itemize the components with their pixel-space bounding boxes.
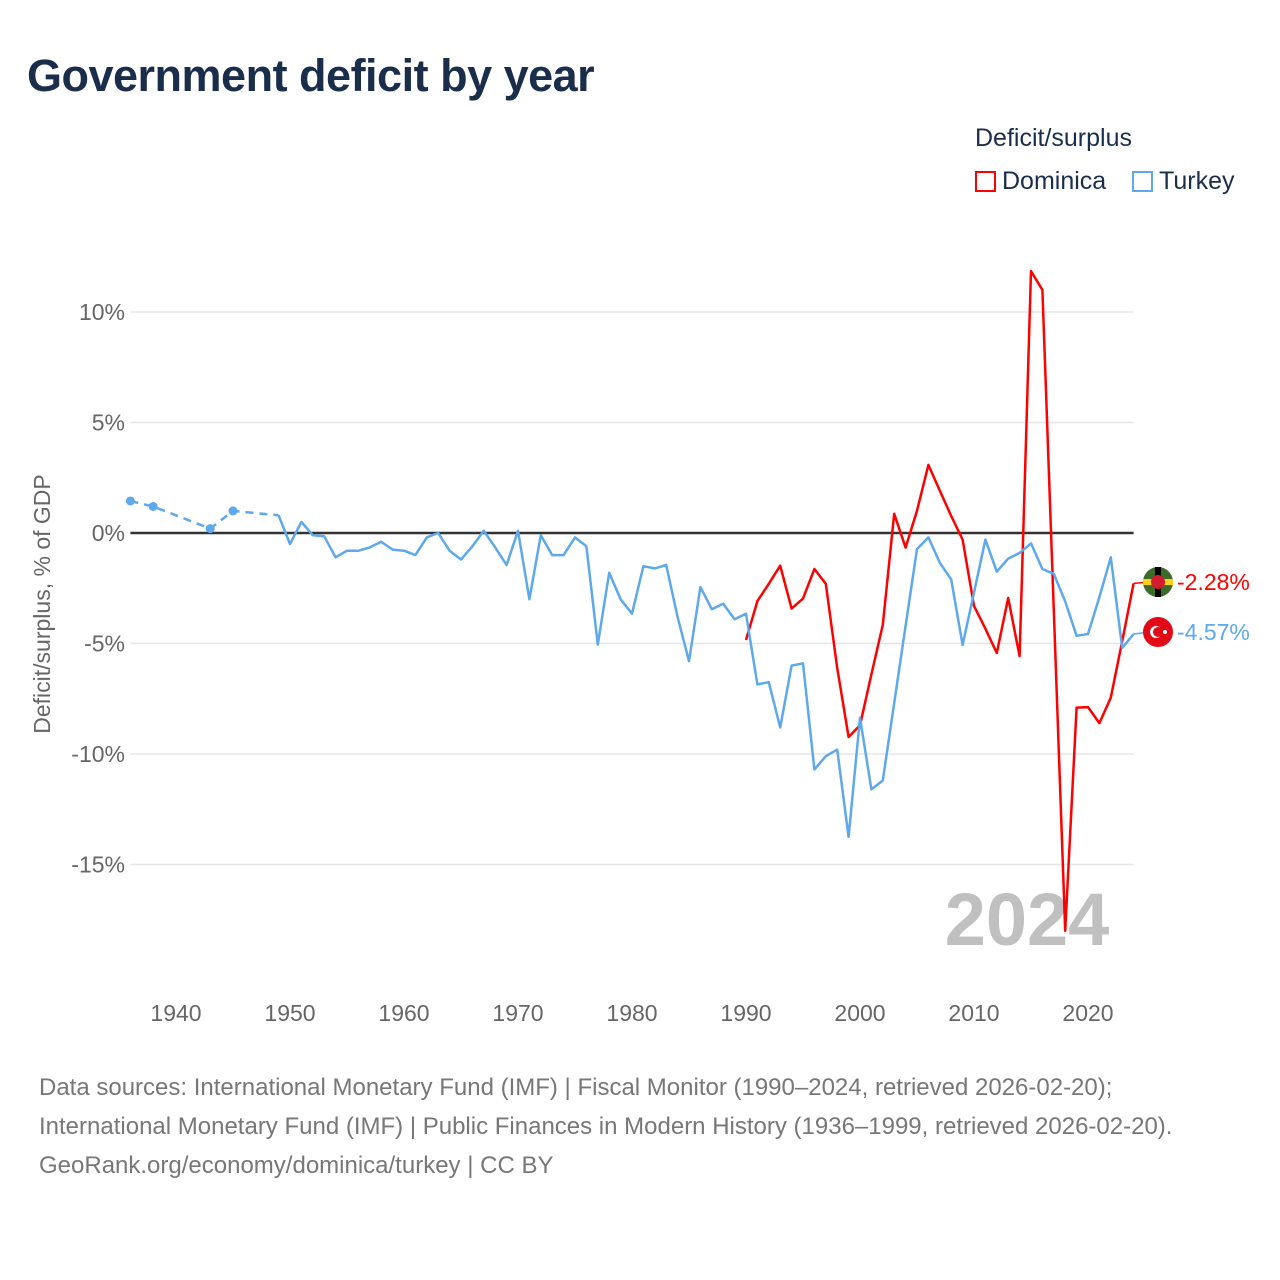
flag-disc bbox=[1151, 575, 1165, 589]
x-tick-label: 1980 bbox=[606, 1000, 657, 1026]
y-tick-label: -5% bbox=[84, 631, 125, 657]
flag-star bbox=[1163, 630, 1167, 634]
legend-label: Turkey bbox=[1159, 167, 1235, 195]
legend-label: Dominica bbox=[1002, 167, 1107, 195]
legend-swatch bbox=[975, 171, 996, 192]
data-point-turkey bbox=[148, 501, 158, 511]
series-line-turkey bbox=[277, 514, 1135, 839]
end-value-label-turkey: -4.57% bbox=[1177, 619, 1250, 645]
x-tick-label: 1950 bbox=[264, 1000, 315, 1026]
legend-title: Deficit/surplus bbox=[975, 124, 1132, 152]
credit-link[interactable]: GeoRank.org/economy/dominica/turkey | CC… bbox=[39, 1152, 554, 1179]
x-tick-label: 1970 bbox=[492, 1000, 543, 1026]
y-tick-label: -15% bbox=[71, 852, 125, 878]
data-point-turkey bbox=[228, 506, 238, 516]
chart-plot: 2024 10% 5% 0% -5% -10% -15% 1940 1950 1960 1970 1… bbox=[29, 269, 1250, 1026]
data-sources: Data sources: International Monetary Fun… bbox=[39, 1074, 1173, 1140]
legend-item-turkey[interactable]: Turkey bbox=[1132, 167, 1234, 196]
data-point-turkey bbox=[125, 496, 135, 506]
end-value-label-dominica: -2.28% bbox=[1177, 569, 1250, 595]
dominica-flag-icon bbox=[1143, 567, 1173, 597]
flag-crescent-cut bbox=[1153, 627, 1163, 637]
x-tick-label: 2020 bbox=[1062, 1000, 1113, 1026]
year-watermark: 2024 bbox=[945, 878, 1110, 961]
chart-title: Government deficit by year bbox=[27, 50, 595, 101]
turkey-flag-icon bbox=[1143, 617, 1173, 647]
footer: Data sources: International Monetary Fun… bbox=[39, 1068, 1239, 1185]
y-tick-label: 10% bbox=[79, 299, 125, 325]
y-axis-label: Deficit/surplus, % of GDP bbox=[29, 474, 55, 733]
x-tick-label: 1990 bbox=[720, 1000, 771, 1026]
x-tick-label: 2000 bbox=[834, 1000, 885, 1026]
x-tick-label: 1940 bbox=[150, 1000, 201, 1026]
y-tick-label: 0% bbox=[92, 520, 125, 546]
legend-swatch bbox=[1132, 171, 1153, 192]
legend-item-dominica[interactable]: Dominica bbox=[975, 167, 1106, 196]
data-point-turkey bbox=[205, 524, 215, 534]
series-line-dominica bbox=[744, 269, 1135, 933]
x-tick-label: 2010 bbox=[948, 1000, 999, 1026]
x-tick-label: 1960 bbox=[378, 1000, 429, 1026]
y-tick-label: -10% bbox=[71, 741, 125, 767]
y-tick-label: 5% bbox=[92, 410, 125, 436]
